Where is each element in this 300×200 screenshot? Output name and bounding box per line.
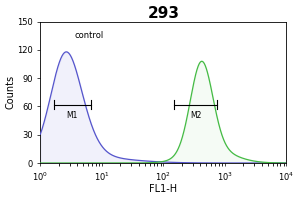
- Y-axis label: Counts: Counts: [6, 75, 16, 109]
- Text: M1: M1: [67, 111, 78, 120]
- Title: 293: 293: [147, 6, 179, 21]
- Text: M2: M2: [190, 111, 202, 120]
- X-axis label: FL1-H: FL1-H: [149, 184, 177, 194]
- Text: control: control: [74, 31, 103, 40]
